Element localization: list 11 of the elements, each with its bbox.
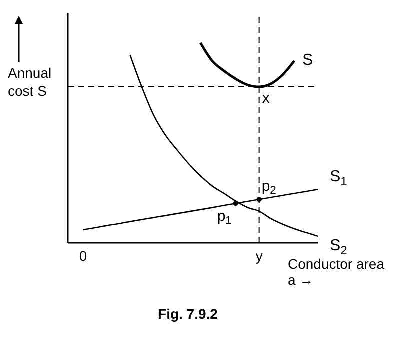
text: Fig. 7.9.2: [157, 306, 219, 322]
x-tick-label: 0: [79, 248, 88, 264]
annotation: p$_{2}$: [262, 178, 276, 198]
series-label: S: [302, 52, 314, 69]
annotation: x: [262, 90, 270, 107]
series-label: S$_{1}$: [330, 168, 348, 188]
x-axis-title: Conductor area a →: [288, 256, 385, 288]
y-axis-title: Annual cost S: [8, 64, 53, 100]
series-label: S$_{2}$: [330, 237, 348, 257]
annotation: p$_{1}$: [217, 208, 232, 228]
x-tick-label: y: [256, 248, 263, 264]
